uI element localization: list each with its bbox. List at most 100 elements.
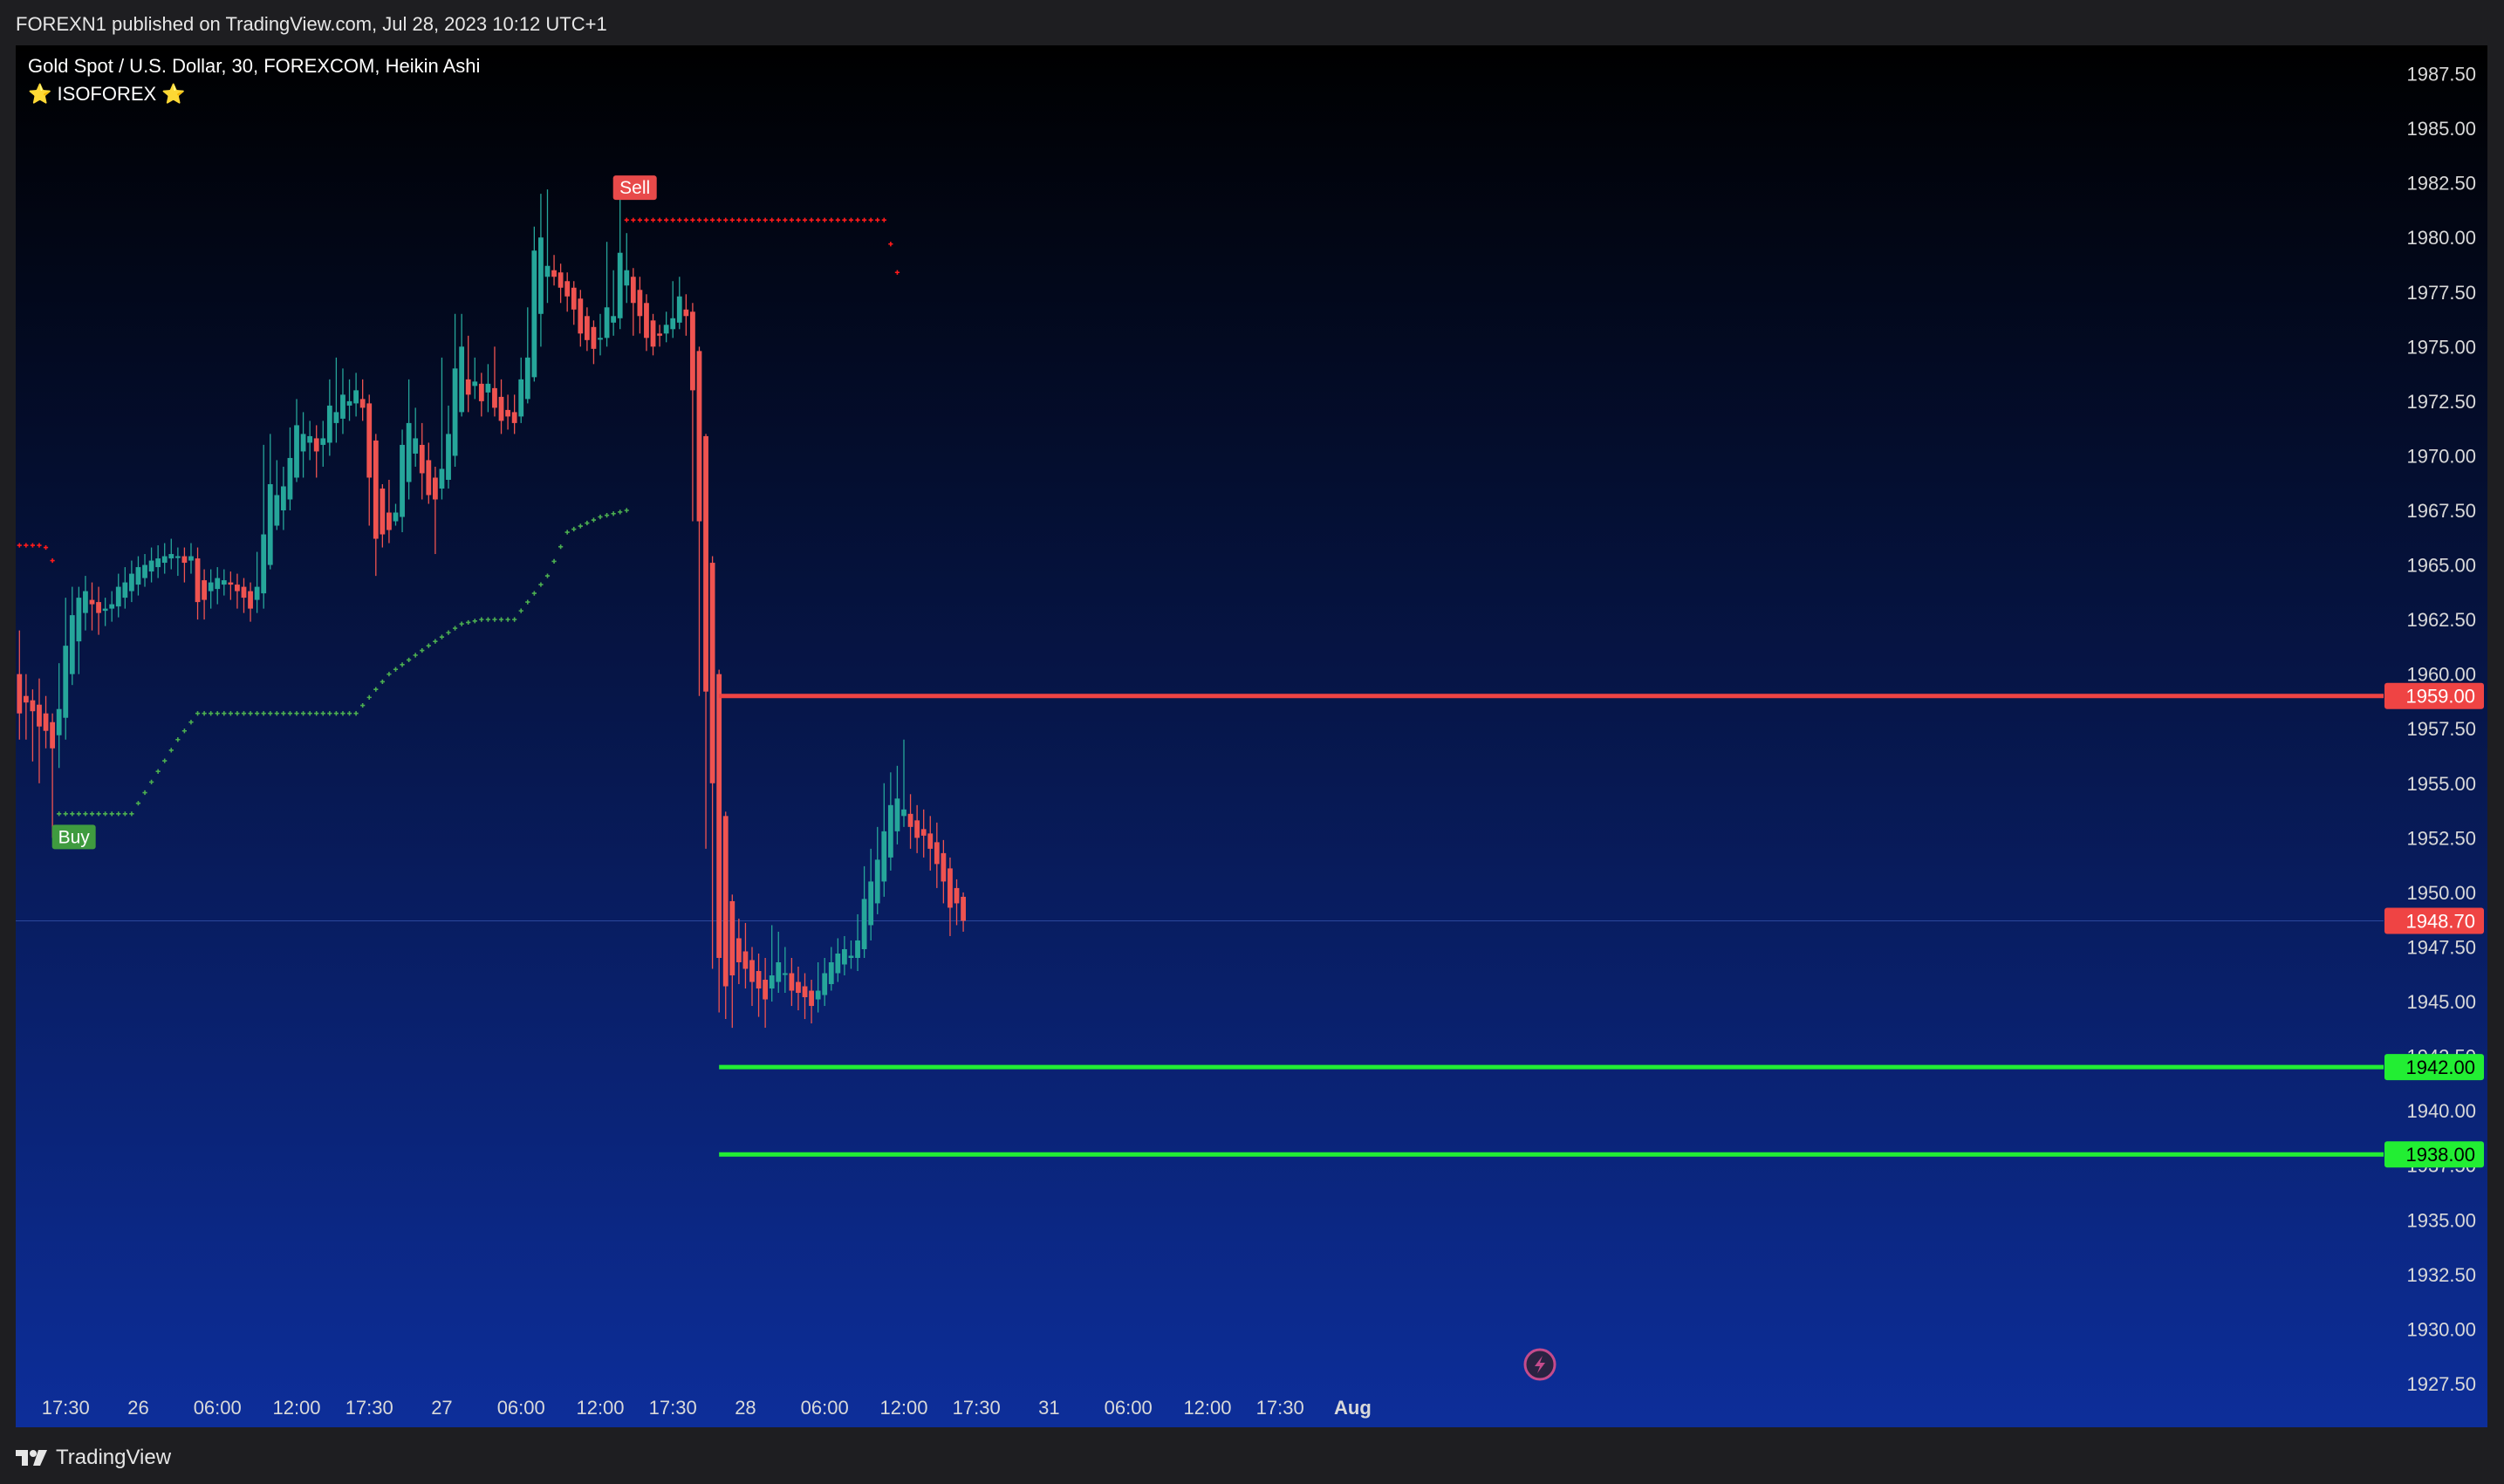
chart-legend[interactable]: Gold Spot / U.S. Dollar, 30, FOREXCOM, H… bbox=[28, 52, 480, 108]
candle-body bbox=[722, 816, 729, 987]
target-price-label-box bbox=[2384, 1141, 2484, 1168]
trail-dot bbox=[248, 711, 253, 716]
target-price-label: 1942.00 bbox=[2405, 1057, 2475, 1078]
candle-body bbox=[300, 434, 306, 452]
candles-layer bbox=[17, 189, 966, 1029]
stop-dot bbox=[657, 217, 662, 222]
candle-body bbox=[76, 598, 82, 642]
trail-dot bbox=[611, 511, 616, 516]
trail-dot bbox=[202, 711, 207, 716]
symbol-title[interactable]: Gold Spot / U.S. Dollar, 30, FOREXCOM, H… bbox=[28, 55, 481, 77]
candle-body bbox=[320, 438, 326, 445]
candle-body bbox=[313, 438, 319, 452]
candle-body bbox=[353, 390, 359, 404]
trail-dot bbox=[578, 523, 583, 529]
candle-body bbox=[83, 591, 88, 613]
stop-dot bbox=[776, 217, 781, 222]
candle-body bbox=[43, 713, 49, 731]
trail-dot bbox=[235, 711, 240, 716]
last-price-label-box bbox=[2384, 907, 2484, 934]
time-axis[interactable]: 17:30 26 06:00 12:00 17:30 27 06:00 12:00 17:30 2… bbox=[42, 1397, 1372, 1419]
trail-dot bbox=[333, 711, 339, 716]
lightning-icon[interactable] bbox=[1523, 1348, 1556, 1381]
stop-dot bbox=[30, 543, 36, 548]
candle-body bbox=[102, 608, 108, 612]
trail-dot bbox=[426, 643, 431, 648]
price-tick-label: 1955.00 bbox=[2406, 773, 2476, 795]
trail-dot bbox=[63, 811, 68, 817]
trail-dot bbox=[446, 630, 451, 635]
trail-dot bbox=[300, 711, 306, 716]
trail-dot bbox=[538, 582, 544, 587]
price-tick-label: 1932.50 bbox=[2406, 1264, 2476, 1286]
candle-body bbox=[776, 961, 782, 982]
stop-dot bbox=[43, 544, 49, 551]
price-tick-label: 1945.00 bbox=[2406, 991, 2476, 1013]
tradingview-brand[interactable]: TradingView bbox=[16, 1446, 171, 1470]
candle-body bbox=[624, 270, 630, 286]
trail-dot bbox=[281, 711, 286, 716]
time-tick-label: 12:00 bbox=[272, 1397, 320, 1419]
price-tick-label: 1982.50 bbox=[2406, 173, 2476, 195]
time-tick-label: 17:30 bbox=[1256, 1397, 1304, 1419]
indicator-name: ISOFOREX bbox=[57, 83, 157, 105]
candle-body bbox=[419, 444, 425, 474]
time-tick-label: 17:30 bbox=[953, 1397, 1001, 1419]
candle-body bbox=[927, 833, 934, 849]
trailing-dots-layer bbox=[57, 508, 629, 817]
trail-dot bbox=[407, 657, 412, 663]
candle-body bbox=[763, 980, 769, 1000]
candle-body bbox=[511, 412, 517, 423]
candle-body bbox=[815, 990, 821, 1000]
candle-body bbox=[202, 580, 208, 600]
indicator-label[interactable]: ⭐ ISOFOREX ⭐ bbox=[28, 80, 480, 108]
price-tick-label: 1960.00 bbox=[2406, 664, 2476, 686]
stop-dot bbox=[703, 217, 708, 222]
trail-dot bbox=[551, 558, 557, 564]
trail-dot bbox=[433, 639, 438, 644]
stop-dot bbox=[677, 217, 682, 222]
trail-dot bbox=[479, 617, 484, 622]
stop-dot bbox=[723, 217, 729, 222]
candle-body bbox=[571, 287, 577, 310]
candle-body bbox=[518, 379, 524, 417]
stop-dot bbox=[796, 217, 801, 222]
candle-body bbox=[492, 387, 497, 408]
stop-dot bbox=[770, 217, 775, 222]
trail-dot bbox=[103, 811, 108, 817]
target-price-label-box bbox=[2384, 1054, 2484, 1081]
time-tick-label: 17:30 bbox=[649, 1397, 697, 1419]
candle-body bbox=[181, 556, 188, 564]
stop-dot bbox=[816, 217, 821, 222]
stop-dot bbox=[631, 217, 636, 222]
candle-body bbox=[551, 270, 557, 277]
trail-dot bbox=[228, 711, 233, 716]
candle-body bbox=[23, 695, 29, 703]
candle-body bbox=[109, 604, 115, 609]
candle-body bbox=[630, 277, 636, 304]
candle-body bbox=[478, 383, 484, 401]
trail-dot bbox=[83, 811, 88, 817]
candle-body bbox=[564, 281, 571, 297]
stop-dot bbox=[716, 217, 722, 222]
trail-dot bbox=[585, 520, 590, 526]
stop-dot bbox=[888, 242, 893, 247]
price-tick-label: 1980.00 bbox=[2406, 227, 2476, 249]
candle-body bbox=[696, 351, 702, 522]
trail-dot bbox=[531, 591, 537, 596]
candle-body bbox=[914, 820, 920, 838]
candle-body bbox=[439, 468, 445, 489]
candle-body bbox=[274, 495, 280, 526]
price-axis[interactable]: 1987.50 1985.00 1982.50 1980.00 1977.50 1975.… bbox=[2406, 64, 2476, 1395]
trail-dot bbox=[571, 526, 577, 532]
candle-body bbox=[644, 303, 649, 339]
stop-dot bbox=[789, 217, 794, 222]
trail-dot bbox=[591, 517, 597, 523]
trail-dot bbox=[420, 647, 425, 653]
candle-body bbox=[828, 961, 834, 985]
candle-body bbox=[578, 298, 584, 334]
time-tick-label: 12:00 bbox=[1183, 1397, 1231, 1419]
trail-dot bbox=[525, 599, 530, 605]
trail-dot bbox=[135, 801, 141, 806]
